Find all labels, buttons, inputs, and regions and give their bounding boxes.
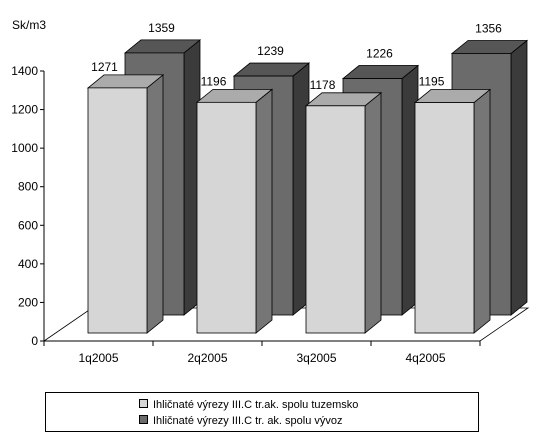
y-tick-label: 1200 xyxy=(11,103,38,117)
bar-domestic xyxy=(195,88,274,334)
legend-label-domestic: Ihličnaté výrezy III.C tr.ak. spolu tuze… xyxy=(153,399,359,411)
data-label: 1359 xyxy=(148,21,175,35)
data-labels: 1359 1271 1239 1196 1226 1178 1356 1195 xyxy=(91,21,502,92)
bar-domestic xyxy=(86,74,165,334)
bar-domestic xyxy=(304,91,383,334)
bar-domestic xyxy=(413,88,492,334)
bar-side xyxy=(473,88,491,334)
bar-side xyxy=(510,39,528,316)
y-tick-label: 0 xyxy=(31,334,38,348)
legend-item-export: Ihličnaté výrezy III.C tr. ak. spolu výv… xyxy=(139,415,343,428)
legend-swatch-domestic xyxy=(139,399,148,408)
y-axis-title: Sk/m3 xyxy=(12,18,46,32)
bar-side xyxy=(364,91,382,334)
y-axis: 0 200 400 600 800 1000 1200 1400 xyxy=(11,64,45,348)
bar-front xyxy=(196,101,257,334)
legend: Ihličnaté výrezy III.C tr.ak. spolu tuze… xyxy=(45,392,479,432)
bar-side xyxy=(255,88,273,334)
bar-front xyxy=(305,105,366,334)
y-tick-label: 400 xyxy=(18,257,38,271)
y-tick-label: 800 xyxy=(18,180,38,194)
legend-item-domestic: Ihličnaté výrezy III.C tr.ak. spolu tuze… xyxy=(139,399,358,412)
data-label: 1195 xyxy=(419,75,445,89)
x-tick-label: 4q2005 xyxy=(405,351,445,365)
bar-front xyxy=(87,87,148,334)
bars xyxy=(86,39,529,334)
legend-swatch-export xyxy=(139,415,148,424)
x-tick-label: 1q2005 xyxy=(78,351,118,365)
legend-label-export: Ihličnaté výrezy III.C tr. ak. spolu výv… xyxy=(153,415,343,427)
x-tick-label: 3q2005 xyxy=(296,351,336,365)
y-tick-label: 200 xyxy=(18,295,38,309)
data-label: 1356 xyxy=(475,21,502,35)
y-tick-label: 1000 xyxy=(11,141,38,155)
data-label: 1226 xyxy=(366,47,393,61)
data-label: 1196 xyxy=(201,74,227,88)
x-axis: 1q2005 2q2005 3q2005 4q2005 xyxy=(43,340,481,365)
bar-front xyxy=(414,102,475,334)
bar-chart: Sk/m3 0 200 400 600 800 1000 1200 1400 1359 1271… xyxy=(11,18,530,365)
data-label: 1178 xyxy=(310,78,336,92)
y-tick-label: 600 xyxy=(18,218,38,232)
bar-side xyxy=(146,74,164,334)
data-label: 1271 xyxy=(91,60,118,74)
data-label: 1239 xyxy=(257,44,284,58)
y-tick-label: 1400 xyxy=(11,64,38,78)
x-tick-label: 2q2005 xyxy=(187,351,227,365)
